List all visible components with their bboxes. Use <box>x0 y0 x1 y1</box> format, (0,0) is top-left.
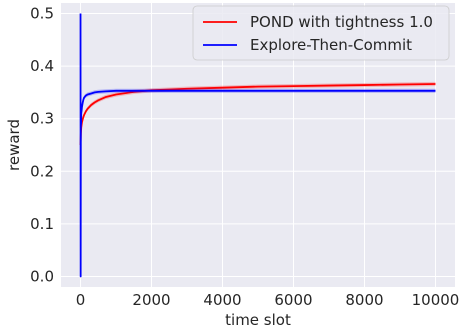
x-tick-label: 4000 <box>203 291 241 309</box>
x-tick-label: 0 <box>76 291 86 309</box>
y-tick-label: 0.1 <box>30 215 54 233</box>
series-layer <box>79 11 436 279</box>
y-axis-label: reward <box>5 119 23 171</box>
y-tick-label: 0.4 <box>30 57 54 75</box>
x-tick-label: 2000 <box>132 291 170 309</box>
legend-box <box>192 5 450 61</box>
x-tick-label: 10000 <box>412 291 460 309</box>
y-tick-label: 0.3 <box>30 110 54 128</box>
y-tick-label: 0.5 <box>30 5 54 23</box>
tick-labels: 0 2000 4000 6000 8000 10000 0.0 0.1 0.2 0.3 0.4 0.5 <box>30 5 459 309</box>
x-tick-label: 6000 <box>274 291 312 309</box>
x-tick-label: 8000 <box>345 291 383 309</box>
legend-label-pond: POND with tightness 1.0 <box>250 13 433 31</box>
x-axis-label: time slot <box>225 311 291 329</box>
y-tick-label: 0.0 <box>30 267 54 285</box>
legend-label-etc: Explore-Then-Commit <box>250 36 412 54</box>
y-tick-label: 0.2 <box>30 162 54 180</box>
series-line-1 <box>79 13 436 278</box>
legend: POND with tightness 1.0 Explore-Then-Com… <box>192 5 450 61</box>
